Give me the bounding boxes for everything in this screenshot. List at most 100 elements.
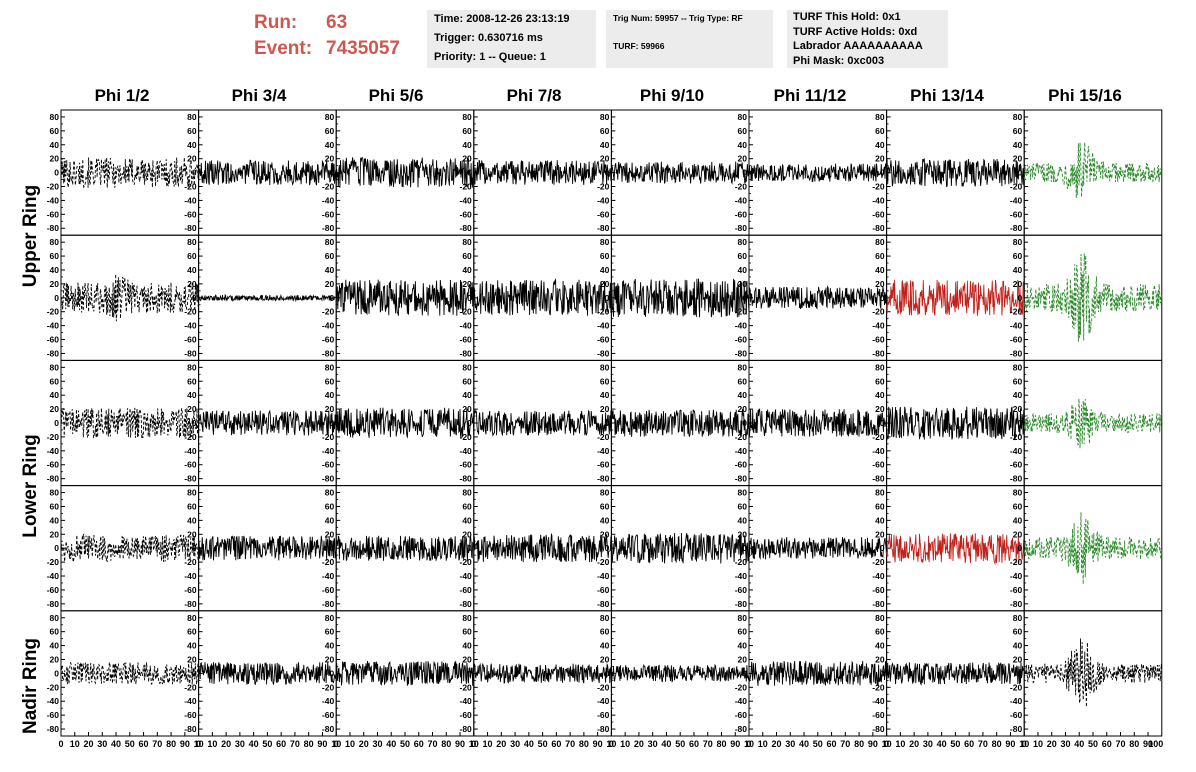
y-tick-label-r0c5-40: 40 (738, 140, 748, 150)
x-tick-label-r4c0-90: 90 (180, 739, 190, 749)
y-tick-label-r3c4--40: -40 (597, 571, 610, 581)
x-tick-label-r4c0-40: 40 (111, 739, 121, 749)
y-tick-label-r3c2--80: -80 (322, 599, 335, 609)
y-tick-label-r3c4-60: 60 (600, 501, 610, 511)
x-tick-label-r4c0-10: 10 (70, 739, 80, 749)
y-tick-label-r1c4--20: -20 (597, 307, 610, 317)
y-tick-label-r4c6-40: 40 (875, 641, 885, 651)
panel-frame-r2c7 (1023, 359, 1163, 487)
y-tick-label-r1c4-0: 0 (605, 293, 610, 303)
y-tick-label-r4c0-0: 0 (54, 668, 59, 678)
y-tick-label-r3c1-60: 60 (187, 501, 197, 511)
x-tick-label-r4c3-end: 10 (606, 739, 616, 749)
y-tick-label-r1c4--60: -60 (597, 335, 610, 345)
y-tick-label-r3c5-80: 80 (738, 488, 748, 498)
y-tick-label-r1c0-80: 80 (50, 237, 60, 247)
x-tick-label-r4c3-40: 40 (524, 739, 534, 749)
x-tick-label-r4c1-70: 70 (290, 739, 300, 749)
y-tick-label-r2c6-80: 80 (875, 362, 885, 372)
run-value: 63 (326, 12, 348, 33)
y-tick-label-r4c4-0: 0 (605, 668, 610, 678)
x-tick-label-r4c7-0: 0 (1022, 739, 1027, 749)
y-tick-label-r0c2-20: 20 (325, 154, 335, 164)
y-tick-label-r2c0--80: -80 (47, 474, 60, 484)
y-tick-label-r3c7-0: 0 (1017, 543, 1022, 553)
y-tick-label-r3c1--20: -20 (184, 557, 197, 567)
y-tick-label-r4c7--60: -60 (1010, 710, 1023, 720)
y-tick-label-r4c5--60: -60 (735, 710, 748, 720)
y-tick-label-r1c3--80: -80 (460, 348, 473, 358)
x-tick-label-r4c0-end: 10 (194, 739, 204, 749)
y-tick-label-r3c0-20: 20 (50, 529, 60, 539)
x-tick-label-r4c2-60: 60 (414, 739, 424, 749)
y-tick-label-r0c2-40: 40 (325, 140, 335, 150)
x-tick-label-r4c7-10: 10 (1033, 739, 1043, 749)
y-tick-label-r3c6--20: -20 (872, 557, 885, 567)
run-label: Run: (254, 12, 298, 33)
y-tick-label-r3c2-80: 80 (325, 488, 335, 498)
y-tick-label-r3c5--20: -20 (735, 557, 748, 567)
y-tick-label-r2c1--80: -80 (184, 474, 197, 484)
y-tick-label-r1c0-20: 20 (50, 279, 60, 289)
waveform-r0c4 (610, 161, 750, 185)
y-tick-label-r0c3-60: 60 (462, 126, 472, 136)
y-tick-label-r2c7-40: 40 (1013, 390, 1023, 400)
y-tick-label-r2c4-60: 60 (600, 376, 610, 386)
column-header-phi-7-8: Phi 7/8 (506, 86, 562, 105)
y-tick-label-r2c1--60: -60 (184, 460, 197, 470)
trigger-text: Trigger: 0.630716 ms (434, 32, 543, 44)
y-tick-label-r4c3-80: 80 (462, 613, 472, 623)
y-tick-label-r3c0--80: -80 (47, 599, 60, 609)
waveform-r1c7 (1023, 253, 1163, 342)
y-tick-label-r0c4-60: 60 (600, 126, 610, 136)
y-tick-label-r4c4-60: 60 (600, 627, 610, 637)
x-tick-label-r4c0-50: 50 (125, 739, 135, 749)
x-tick-label-r4c7-90: 90 (1143, 739, 1153, 749)
y-tick-label-r2c2-20: 20 (325, 404, 335, 414)
y-tick-label-r4c3-40: 40 (462, 641, 472, 651)
x-tick-label-r4c6-30: 30 (923, 739, 933, 749)
y-tick-label-r0c2-60: 60 (325, 126, 335, 136)
waveform-r2c7 (1023, 398, 1163, 449)
y-tick-label-r1c2--40: -40 (322, 321, 335, 331)
y-tick-label-r4c6--80: -80 (872, 724, 885, 734)
y-tick-label-r2c7--40: -40 (1010, 446, 1023, 456)
y-tick-label-r3c3-20: 20 (462, 529, 472, 539)
x-tick-label-r4c2-70: 70 (428, 739, 438, 749)
waveform-r4c2 (335, 660, 475, 686)
waveform-r3c5 (748, 537, 888, 560)
x-tick-label-r4c5-10: 10 (758, 739, 768, 749)
y-tick-label-r2c6--40: -40 (872, 446, 885, 456)
y-tick-label-r4c2--80: -80 (322, 724, 335, 734)
y-tick-label-r2c2--20: -20 (322, 432, 335, 442)
y-tick-label-r2c4-0: 0 (605, 418, 610, 428)
y-tick-label-r3c1--80: -80 (184, 599, 197, 609)
y-tick-label-r1c2-20: 20 (325, 279, 335, 289)
y-tick-label-r1c6--80: -80 (872, 348, 885, 358)
y-tick-label-r1c3--40: -40 (460, 321, 473, 331)
waveform-r4c1 (198, 662, 337, 686)
y-tick-label-r1c3-20: 20 (462, 279, 472, 289)
x-tick-label-r4c1-20: 20 (221, 739, 231, 749)
y-tick-label-r0c7-40: 40 (1013, 140, 1023, 150)
y-tick-label-r2c1-80: 80 (187, 362, 197, 372)
y-tick-label-r2c2--40: -40 (322, 446, 335, 456)
x-tick-label-r4c4-80: 80 (716, 739, 726, 749)
y-tick-label-r3c1--60: -60 (184, 585, 197, 595)
y-tick-label-r2c4--80: -80 (597, 474, 610, 484)
x-tick-label-r4c4-50: 50 (675, 739, 685, 749)
x-tick-label-r4c5-50: 50 (813, 739, 823, 749)
labrador-text: Labrador AAAAAAAAAA (793, 40, 923, 52)
y-tick-label-r3c6-60: 60 (875, 501, 885, 511)
y-tick-label-r1c3-0: 0 (467, 293, 472, 303)
y-tick-label-r3c6-80: 80 (875, 488, 885, 498)
waveform-r3c7 (1023, 512, 1163, 585)
y-tick-label-r3c3-80: 80 (462, 488, 472, 498)
x-tick-label-r4c0-80: 80 (166, 739, 176, 749)
y-tick-label-r3c6--80: -80 (872, 599, 885, 609)
y-tick-label-r4c1-40: 40 (187, 641, 197, 651)
y-tick-label-r2c0-60: 60 (50, 376, 60, 386)
x-tick-label-r4c3-20: 20 (496, 739, 506, 749)
y-tick-label-r3c0-80: 80 (50, 488, 60, 498)
y-tick-label-r0c1--80: -80 (184, 223, 197, 233)
